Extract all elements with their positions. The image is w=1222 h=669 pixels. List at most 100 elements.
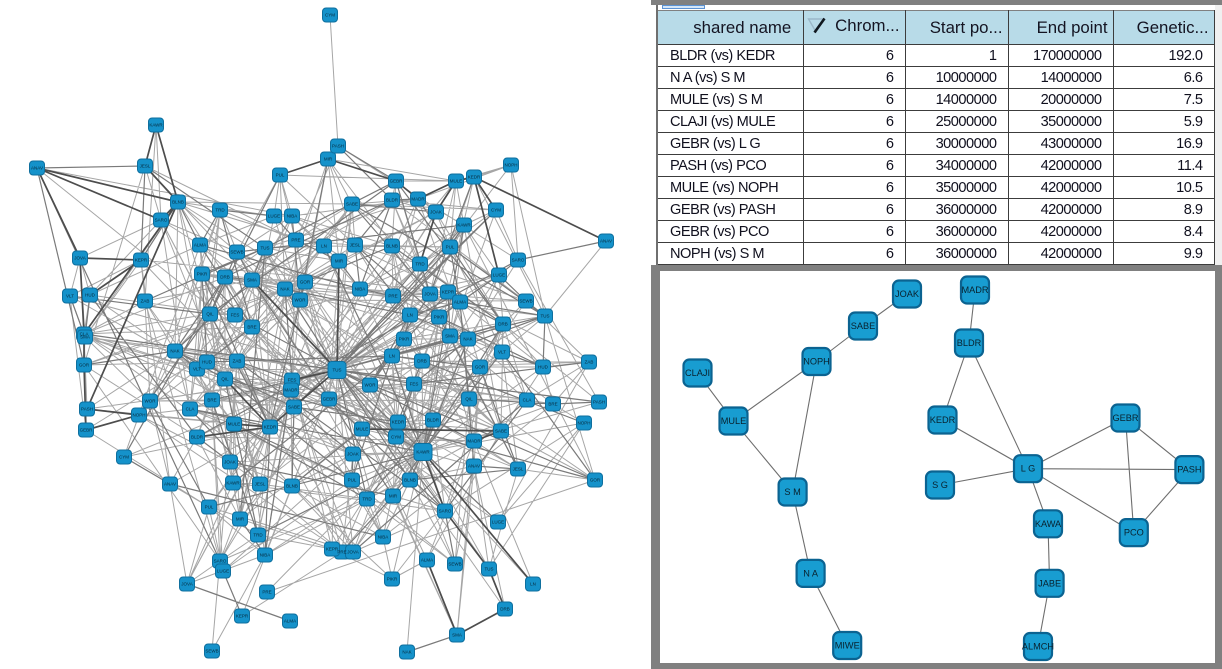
svg-text:JOVA: JOVA: [181, 582, 192, 587]
svg-text:N A: N A: [803, 568, 819, 578]
svg-text:KEDR: KEDR: [392, 420, 405, 425]
svg-text:LUGE: LUGE: [492, 520, 504, 525]
svg-text:CYM: CYM: [325, 13, 335, 18]
svg-text:JABE: JABE: [1038, 578, 1061, 588]
svg-text:MULE: MULE: [721, 416, 747, 426]
svg-text:SARO: SARO: [155, 218, 168, 223]
svg-text:SABE: SABE: [851, 321, 876, 331]
svg-text:PIKR: PIKR: [387, 577, 398, 582]
svg-text:KAWR: KAWR: [149, 123, 163, 128]
svg-text:PCO: PCO: [1124, 528, 1144, 538]
svg-text:WOR: WOR: [365, 383, 377, 388]
svg-text:BLNB: BLNB: [404, 478, 416, 483]
svg-text:ZAB: ZAB: [141, 299, 150, 304]
svg-text:CLA: CLA: [186, 407, 195, 412]
svg-text:MIR: MIR: [324, 157, 333, 162]
svg-text:MIWE: MIWE: [835, 641, 860, 651]
svg-text:MULE: MULE: [356, 427, 369, 432]
svg-text:JOAK: JOAK: [430, 210, 442, 215]
svg-text:JOVA: JOVA: [347, 550, 358, 555]
svg-text:QIL: QIL: [206, 312, 214, 317]
svg-text:GEBR: GEBR: [80, 428, 94, 433]
svg-text:SMA: SMA: [247, 278, 257, 283]
svg-text:NOPH: NOPH: [132, 413, 145, 418]
svg-text:BLDR: BLDR: [386, 198, 399, 203]
svg-text:KAWR: KAWR: [416, 450, 430, 455]
svg-text:DRB: DRB: [498, 322, 508, 327]
svg-text:PRE: PRE: [337, 550, 346, 555]
svg-text:CLA: CLA: [80, 332, 89, 337]
svg-text:LN: LN: [389, 354, 395, 359]
svg-text:SABE: SABE: [288, 405, 300, 410]
svg-text:ALMA: ALMA: [454, 300, 466, 305]
svg-text:KEDR: KEDR: [930, 415, 956, 425]
svg-text:SARO: SARO: [512, 258, 525, 263]
svg-text:MADR: MADR: [411, 197, 425, 202]
svg-text:CYM: CYM: [119, 455, 129, 460]
svg-text:FES: FES: [410, 382, 419, 387]
svg-text:BRE: BRE: [548, 402, 557, 407]
svg-text:NIBA: NIBA: [260, 553, 271, 558]
svg-text:S M: S M: [784, 487, 800, 497]
svg-text:ALMCH: ALMCH: [1022, 642, 1054, 652]
svg-text:MULE: MULE: [450, 179, 463, 184]
svg-text:PASH: PASH: [332, 144, 344, 149]
svg-text:JOAK: JOAK: [224, 460, 236, 465]
svg-text:FES: FES: [231, 313, 240, 318]
svg-text:JESL: JESL: [140, 164, 151, 169]
svg-text:KEPR: KEPR: [236, 614, 249, 619]
svg-text:WOR: WOR: [295, 298, 307, 303]
svg-text:NIBA: NIBA: [378, 535, 389, 540]
svg-text:BRE: BRE: [247, 325, 256, 330]
svg-text:PRE: PRE: [262, 590, 271, 595]
svg-text:NOPH: NOPH: [803, 357, 830, 367]
svg-text:PUL: PUL: [276, 173, 285, 178]
svg-text:VLT: VLT: [66, 294, 74, 299]
svg-text:TRD: TRD: [362, 497, 372, 502]
svg-text:LN: LN: [321, 244, 327, 249]
svg-text:NAK: NAK: [402, 650, 411, 655]
svg-text:MULE: MULE: [228, 422, 241, 427]
svg-text:CLA: CLA: [523, 398, 532, 403]
svg-text:ZAB: ZAB: [585, 360, 594, 365]
svg-text:NOPH: NOPH: [577, 421, 590, 426]
svg-text:JOVA: JOVA: [74, 256, 85, 261]
svg-text:LN: LN: [530, 582, 536, 587]
svg-text:TUS: TUS: [541, 314, 550, 319]
svg-text:KEPR: KEPR: [442, 290, 455, 295]
svg-text:ANAV: ANAV: [468, 464, 480, 469]
svg-text:ALMA: ALMA: [284, 619, 296, 624]
svg-text:ANAV: ANAV: [31, 166, 43, 171]
svg-text:KAWR: KAWR: [226, 481, 240, 486]
svg-text:BLNB: BLNB: [386, 244, 398, 249]
svg-text:GEBR: GEBR: [1112, 413, 1138, 423]
svg-text:NAK: NAK: [463, 337, 472, 342]
svg-text:DRB: DRB: [417, 359, 427, 364]
svg-text:JOVA: JOVA: [424, 292, 435, 297]
svg-text:PASH: PASH: [593, 400, 605, 405]
svg-text:LUGE: LUGE: [493, 273, 505, 278]
svg-text:CLAJI: CLAJI: [685, 368, 710, 378]
svg-text:HUD: HUD: [202, 360, 212, 365]
svg-text:SMA: SMA: [80, 335, 90, 340]
svg-text:SEWB: SEWB: [230, 250, 243, 255]
svg-text:PASH: PASH: [81, 407, 93, 412]
svg-text:KEPR: KEPR: [135, 258, 148, 263]
svg-text:SEWB: SEWB: [205, 649, 218, 654]
svg-text:JESL: JESL: [255, 482, 266, 487]
svg-text:BLNB: BLNB: [286, 484, 298, 489]
svg-text:ZAB: ZAB: [233, 359, 242, 364]
svg-text:KAWA: KAWA: [1035, 519, 1062, 529]
svg-text:SEWB: SEWB: [448, 562, 461, 567]
svg-text:SMA: SMA: [452, 633, 462, 638]
svg-text:SABE: SABE: [346, 202, 358, 207]
svg-text:BLDR: BLDR: [957, 338, 982, 348]
svg-text:PRE: PRE: [388, 294, 397, 299]
svg-text:NAK: NAK: [280, 287, 289, 292]
svg-text:HUD: HUD: [538, 365, 548, 370]
svg-text:GOR: GOR: [475, 365, 486, 370]
svg-text:TUS: TUS: [485, 567, 494, 572]
svg-text:LUGE: LUGE: [268, 214, 280, 219]
svg-text:ANAV: ANAV: [164, 482, 176, 487]
svg-text:CYM: CYM: [491, 208, 501, 213]
